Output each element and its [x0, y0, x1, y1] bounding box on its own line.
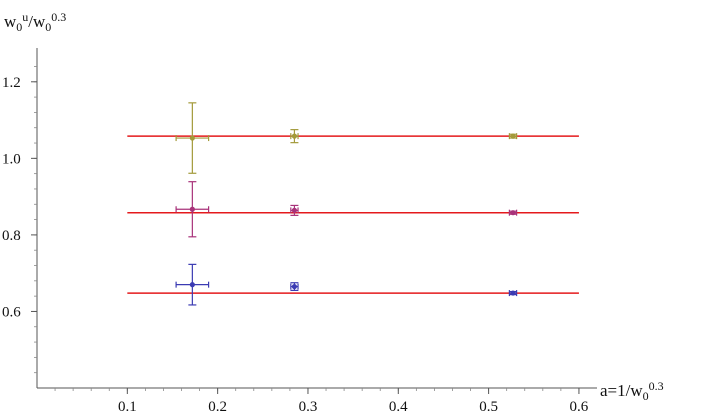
- data-point: [175, 181, 210, 238]
- point-marker: [510, 133, 516, 139]
- point-marker: [291, 133, 298, 139]
- x-tick-label: 0.6: [570, 399, 589, 414]
- y-tick-label: 0.8: [2, 228, 21, 244]
- data-point: [508, 133, 518, 140]
- data-point: [508, 209, 518, 216]
- y-tick-label: 1.2: [2, 75, 21, 91]
- data-point: [175, 263, 210, 306]
- data-point: [508, 290, 518, 297]
- data-point: [290, 282, 299, 291]
- data-points: [175, 102, 518, 306]
- y-tick-label: 0.6: [2, 304, 21, 320]
- point-marker: [510, 290, 516, 296]
- data-point: [290, 129, 299, 144]
- x-tick-label: 0.2: [208, 399, 227, 414]
- point-marker: [510, 210, 516, 216]
- x-tick-label: 0.4: [389, 399, 408, 414]
- point-marker: [291, 283, 298, 290]
- y-tick-label: 1.0: [2, 151, 21, 167]
- x-axis-title: a=1/w00.3: [600, 379, 664, 403]
- x-tick-label: 0.5: [479, 399, 498, 414]
- y-minor-ticks: [34, 66, 37, 374]
- axes: 0.1 0.2 0.3 0.4 0.5 0.6 0.6 0.8 1.0 1.2: [2, 48, 597, 414]
- point-marker: [291, 207, 298, 213]
- data-point: [290, 204, 299, 216]
- point-marker: [189, 135, 195, 141]
- y-axis-title: w0u/w00.3: [4, 10, 66, 34]
- fit-lines: [127, 135, 579, 294]
- point-marker: [189, 282, 195, 288]
- y-ticks: 0.6 0.8 1.0 1.2: [2, 75, 37, 320]
- data-point: [175, 102, 210, 174]
- point-marker: [189, 206, 195, 212]
- x-tick-label: 0.1: [118, 399, 137, 414]
- x-tick-label: 0.3: [299, 399, 318, 414]
- x-ticks: 0.1 0.2 0.3 0.4 0.5 0.6: [118, 388, 589, 414]
